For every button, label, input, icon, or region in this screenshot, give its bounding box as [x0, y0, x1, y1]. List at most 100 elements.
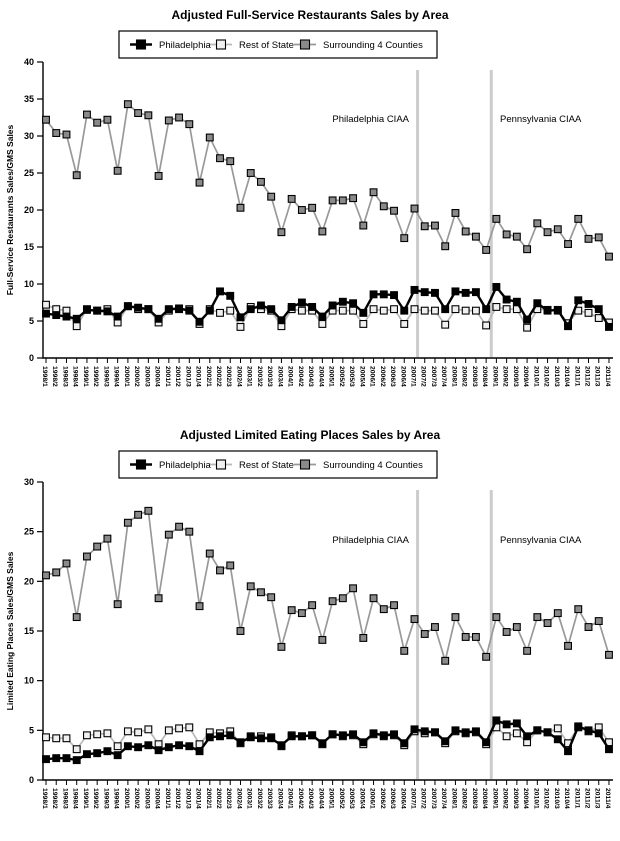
series-surrounding-4-counties-marker — [512, 623, 521, 631]
series-surrounding-4-counties-marker — [277, 642, 286, 651]
x-tick-label: 2007/1 — [409, 788, 416, 809]
y-tick-label: 25 — [24, 168, 34, 178]
series-philadelphia-marker — [400, 739, 409, 748]
series-philadelphia-marker — [62, 754, 71, 763]
series-philadelphia-marker — [62, 312, 71, 321]
series-surrounding-4-counties-marker — [134, 109, 143, 118]
series-philadelphia-marker — [492, 716, 501, 725]
series-philadelphia-marker — [379, 290, 388, 299]
x-tick-label: 1999/1 — [82, 788, 89, 809]
series-surrounding-4-counties-marker — [216, 566, 224, 575]
series-surrounding-4-counties-marker — [420, 222, 429, 231]
series-surrounding-4-counties-marker — [195, 178, 204, 187]
series-philadelphia-marker — [574, 296, 583, 305]
x-tick-label: 2005/3 — [348, 366, 355, 387]
series-surrounding-4-counties-marker — [482, 246, 491, 254]
series-philadelphia-marker — [42, 309, 50, 318]
legend-swatch-rest-of-state — [215, 39, 227, 50]
series-rest-of-state-marker — [584, 308, 593, 317]
series-surrounding-4-counties-marker — [93, 542, 102, 551]
series-rest-of-state-marker — [410, 305, 419, 314]
series-rest-of-state-marker — [512, 729, 521, 738]
x-tick-label: 2002/1 — [205, 366, 212, 387]
series-rest-of-state-marker — [297, 306, 306, 315]
series-surrounding-4-counties-marker — [523, 245, 532, 254]
series-surrounding-4-counties-marker — [349, 194, 358, 203]
x-tick-label: 2000/4 — [154, 366, 161, 387]
x-tick-label: 2000/4 — [154, 788, 161, 809]
x-tick-label: 2004/3 — [307, 788, 314, 809]
chart-title: Adjusted Limited Eating Places Sales by … — [180, 428, 441, 442]
x-tick-label: 2010/3 — [553, 366, 560, 387]
x-tick-label: 1998/3 — [61, 788, 68, 809]
series-surrounding-4-counties-marker — [512, 232, 521, 241]
series-surrounding-4-counties-marker — [379, 202, 388, 211]
y-tick-label: 20 — [24, 576, 34, 586]
series-surrounding-4-counties-marker — [502, 628, 511, 636]
series-surrounding-4-counties-marker — [205, 549, 214, 558]
series-surrounding-4-counties-marker — [42, 115, 50, 124]
series-philadelphia-marker — [584, 300, 593, 308]
series-surrounding-4-counties-marker — [287, 194, 296, 203]
series-philadelphia-marker — [400, 306, 409, 315]
series-philadelphia-marker — [318, 312, 327, 321]
x-tick-label: 1998/3 — [61, 366, 68, 387]
x-tick-label: 2009/3 — [512, 788, 519, 809]
legend-item-rest-of-state: Rest of State — [210, 39, 294, 51]
series-rest-of-state-marker — [502, 305, 511, 314]
series-rest-of-state-marker — [216, 308, 224, 317]
series-philadelphia-marker — [113, 312, 122, 321]
series-surrounding-4-counties-marker — [175, 522, 184, 531]
series-rest-of-state-marker — [236, 322, 245, 331]
x-tick-label: 2005/1 — [328, 366, 335, 387]
legend-label-surrounding-4-counties: Surrounding 4 Counties — [323, 460, 423, 471]
series-surrounding-4-counties-marker — [533, 613, 542, 622]
series-rest-of-state-marker — [123, 727, 132, 736]
series-philadelphia-marker — [72, 756, 81, 765]
series-rest-of-state-marker — [451, 305, 460, 314]
y-tick-label: 5 — [29, 316, 34, 326]
series-surrounding-4-counties-line — [45, 509, 610, 665]
series-surrounding-4-counties-marker — [574, 605, 583, 614]
series-philadelphia-marker — [369, 290, 378, 299]
x-tick-label: 1998/2 — [51, 366, 58, 387]
x-tick-label: 2010/1 — [532, 366, 539, 387]
x-tick-label: 2011/1 — [573, 366, 580, 387]
series-rest-of-state-marker — [164, 726, 173, 735]
x-tick-label: 1998/4 — [72, 366, 79, 387]
series-surrounding-4-counties-marker — [420, 630, 429, 638]
series-philadelphia-marker — [277, 316, 286, 325]
series-surrounding-4-counties-marker — [297, 206, 306, 214]
x-tick-label: 1999/3 — [102, 366, 109, 387]
series-philadelphia-marker — [267, 305, 276, 314]
x-tick-label: 2003/3 — [266, 788, 273, 809]
x-tick-label: 2009/1 — [491, 366, 498, 387]
series-surrounding-4-counties-marker — [451, 209, 460, 217]
series-surrounding-4-counties-marker — [185, 120, 194, 129]
series-surrounding-4-counties-marker — [226, 561, 235, 570]
series-surrounding-4-counties-marker — [584, 234, 593, 243]
series-surrounding-4-counties-marker — [441, 656, 450, 665]
series-surrounding-4-counties-marker — [257, 588, 265, 597]
series-surrounding-4-counties-marker — [318, 635, 327, 644]
x-tick-label: 2011/3 — [594, 366, 601, 387]
series-surrounding-4-counties-marker — [267, 192, 276, 201]
series-philadelphia-marker — [584, 726, 593, 735]
x-tick-label: 2008/1 — [450, 366, 457, 387]
y-tick-label: 5 — [29, 725, 34, 735]
series-philadelphia-marker — [605, 322, 613, 331]
series-rest-of-state-marker — [502, 732, 511, 741]
y-tick-label: 15 — [24, 242, 34, 252]
series-philadelphia-marker — [103, 307, 112, 316]
series-philadelphia-marker — [257, 734, 265, 743]
series-philadelphia-marker — [390, 730, 398, 739]
series-surrounding-4-counties-marker — [62, 559, 71, 568]
x-tick-label: 2000/2 — [133, 366, 140, 387]
x-tick-label: 2009/4 — [522, 366, 529, 387]
series-rest-of-state-marker — [52, 734, 61, 743]
series-philadelphia-marker — [113, 751, 122, 760]
series-philadelphia-marker — [564, 747, 572, 756]
series-surrounding-4-counties-marker — [246, 582, 255, 591]
x-tick-label: 2009/2 — [502, 366, 509, 387]
